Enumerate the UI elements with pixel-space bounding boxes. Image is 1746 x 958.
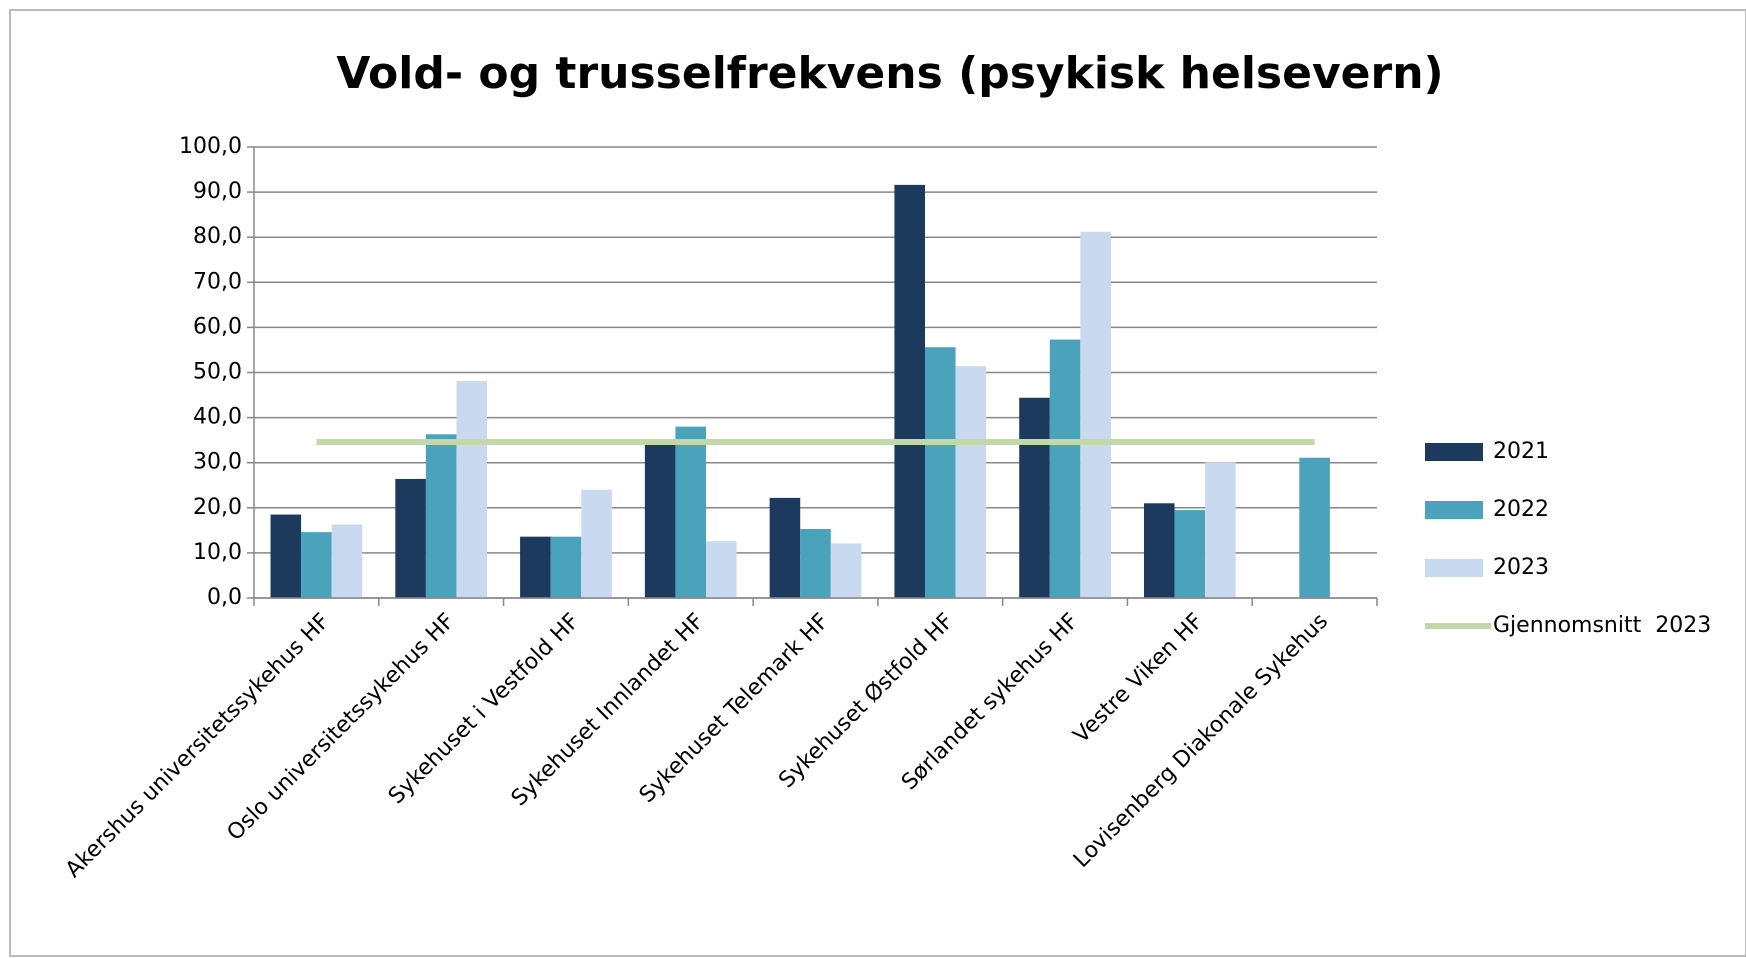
y-tick-label: 70,0 (193, 269, 242, 294)
bar (706, 541, 737, 598)
y-tick-label: 0,0 (207, 585, 242, 610)
bar (550, 536, 582, 598)
y-tick-label: 80,0 (193, 224, 242, 249)
y-tick-label: 20,0 (193, 495, 242, 520)
bar (800, 528, 831, 598)
y-tick-label: 10,0 (193, 540, 242, 565)
y-tick-label: 50,0 (193, 360, 242, 385)
bar (331, 524, 363, 598)
bar (1019, 397, 1050, 598)
bar (644, 444, 676, 598)
legend-label: 2022 (1493, 497, 1549, 522)
bar (924, 347, 956, 598)
bar (270, 514, 302, 598)
bar (955, 366, 987, 598)
bar (301, 532, 332, 598)
bar (395, 478, 426, 598)
y-tick-label: 100,0 (179, 134, 242, 159)
legend-swatch (1425, 443, 1483, 461)
bar (830, 543, 862, 598)
bar (1143, 503, 1175, 598)
bar (894, 184, 925, 598)
legend-label: 2021 (1493, 439, 1549, 464)
bar (425, 434, 457, 598)
y-tick-label: 60,0 (193, 314, 242, 339)
y-tick-label: 90,0 (193, 179, 242, 204)
bar (456, 381, 488, 598)
bar (581, 489, 612, 598)
bar (1174, 510, 1206, 598)
legend-swatch (1425, 501, 1483, 519)
bar (675, 426, 707, 598)
bar (1205, 462, 1236, 598)
y-tick-label: 30,0 (193, 450, 242, 475)
y-tick-label: 40,0 (193, 405, 242, 430)
bar (769, 497, 801, 598)
chart-title: Vold- og trusselfrekvens (psykisk helsev… (336, 48, 1443, 99)
legend-label: 2023 (1493, 555, 1549, 580)
bar (1080, 231, 1111, 598)
legend-label: Gjennomsnitt 2023 (1493, 613, 1711, 638)
legend-swatch (1425, 559, 1483, 577)
bar (1049, 339, 1081, 598)
bar (1299, 457, 1330, 598)
chart-border (9, 9, 1746, 957)
bar (520, 536, 551, 598)
